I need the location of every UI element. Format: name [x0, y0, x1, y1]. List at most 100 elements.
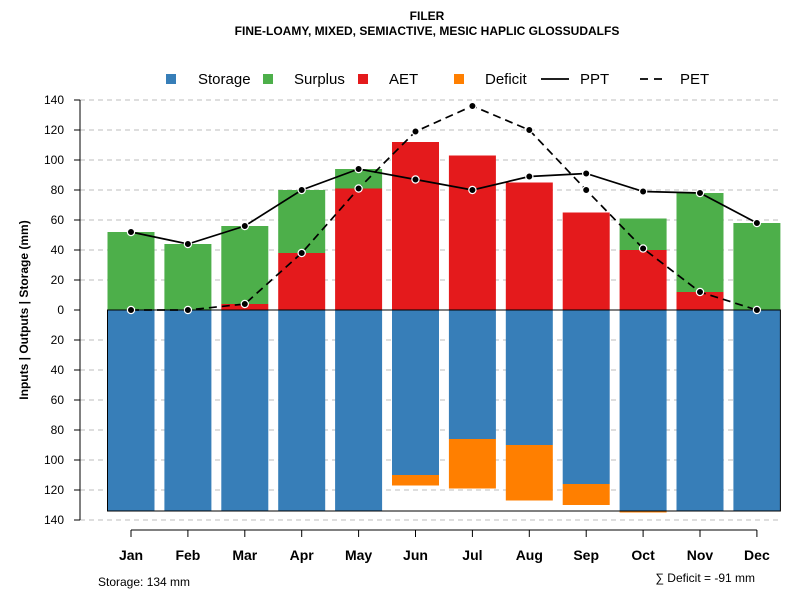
aet-bar-may [335, 188, 383, 310]
storage-bar-oct [619, 310, 667, 511]
aet-bar-jun [392, 142, 439, 310]
storage-bar-mar [221, 310, 269, 511]
legend-label-storage: Storage [198, 71, 251, 88]
pet-point-dec [752, 305, 762, 315]
y-tick-label-4: 60 [51, 213, 65, 227]
surplus-bar-jan [107, 232, 155, 310]
ppt-line [130, 168, 758, 245]
x-tick-label-mar: Mar [232, 547, 257, 563]
x-tick-label-jul: Jul [462, 547, 482, 563]
deficit-bar-aug [505, 445, 553, 501]
ppt-point-nov [695, 188, 705, 198]
pet-point-jun [411, 127, 420, 136]
storage-bar-nov [676, 310, 724, 511]
x-tick-label-apr: Apr [290, 547, 315, 563]
aet-bar-aug [505, 182, 553, 310]
y-axis-label: Inputs | Outputs | Storage (mm) [17, 220, 31, 399]
y-axis: 140 120 100 80 60 40 20 0 20 40 60 80 100 120 140 [44, 93, 81, 527]
storage-bar-sep [562, 310, 610, 484]
aet-bar-jul [448, 155, 496, 310]
ppt-point-mar [240, 221, 249, 231]
deficit-bar-jun [392, 475, 439, 486]
legend-swatch-deficit [454, 74, 464, 84]
y-tick-label-2: 100 [44, 153, 64, 167]
x-tick-label-jan: Jan [119, 547, 143, 563]
surplus-bar-feb [164, 244, 212, 310]
series-points [126, 101, 762, 315]
ppt-point-sep [582, 169, 591, 178]
storage-bar-aug [505, 310, 553, 445]
legend-label-ppt: PPT [580, 71, 609, 88]
legend-label-pet: PET [680, 71, 709, 88]
ppt-point-feb [183, 239, 193, 249]
legend-swatch-surplus [263, 74, 273, 84]
y-tick-label-13: 120 [44, 483, 64, 497]
storage-footer: Storage: 134 mm [98, 575, 190, 589]
ppt-point-aug [525, 172, 534, 181]
pet-line [131, 105, 758, 311]
pet-point-nov [695, 287, 705, 297]
deficit-bar-oct [619, 511, 667, 513]
pet-point-apr [297, 248, 306, 258]
storage-bar-may [335, 310, 383, 511]
ppt-point-jun [411, 175, 420, 184]
legend-label-surplus: Surplus [294, 71, 345, 88]
x-tick-label-aug: Aug [516, 547, 543, 563]
ppt-point-jul [468, 185, 477, 195]
y-tick-label-1: 120 [44, 123, 64, 137]
ppt-point-jan [126, 227, 136, 237]
y-tick-label-7: 0 [57, 303, 64, 317]
storage-bar-dec [733, 310, 781, 511]
deficit-bar-jul [448, 439, 496, 489]
deficit-bar-sep [562, 484, 610, 505]
aet-bar-apr [278, 253, 326, 310]
x-tick-label-feb: Feb [175, 547, 200, 563]
y-tick-label-10: 60 [51, 393, 65, 407]
storage-bar-feb [164, 310, 212, 511]
pet-point-may [354, 184, 363, 193]
pet-point-oct [638, 244, 648, 253]
y-tick-label-11: 80 [51, 423, 65, 437]
storage-bar-jul [448, 310, 496, 439]
surplus-bar-dec [733, 223, 781, 310]
aet-bar-oct [619, 250, 667, 310]
pet-point-aug [525, 125, 534, 135]
x-tick-label-nov: Nov [687, 547, 714, 563]
bars [107, 142, 781, 513]
x-tick-label-oct: Oct [631, 547, 655, 563]
deficit-footer: ∑ Deficit = -91 mm [655, 571, 755, 585]
legend-label-aet: AET [389, 71, 418, 88]
y-tick-label-3: 80 [51, 183, 65, 197]
y-tick-label-14: 140 [44, 513, 64, 527]
pet-point-mar [240, 299, 249, 309]
legend-label-deficit: Deficit [485, 71, 528, 88]
ppt-point-may [354, 164, 363, 174]
y-tick-label-12: 100 [44, 453, 64, 467]
x-tick-label-dec: Dec [744, 547, 770, 563]
y-tick-label-0: 140 [44, 93, 64, 107]
storage-capacity-box [107, 309, 781, 512]
y-tick-label-6: 20 [51, 273, 65, 287]
aet-bar-sep [562, 212, 610, 310]
chart-title: FILER [410, 9, 445, 23]
x-tick-label-sep: Sep [573, 547, 599, 563]
storage-bar-jan [107, 310, 155, 511]
legend-swatch-aet [358, 74, 368, 84]
y-tick-label-5: 40 [51, 243, 65, 257]
legend: Storage Surplus AET Deficit PPT PET [166, 71, 709, 88]
x-axis: Jan Feb Mar Apr May Jun Jul Aug Sep Oct Nov Dec [119, 529, 770, 563]
surplus-bar-mar [221, 226, 269, 304]
pet-point-jul [468, 101, 477, 111]
legend-swatch-storage [166, 74, 176, 84]
storage-bar-apr [278, 310, 326, 511]
pet-point-feb [183, 305, 193, 315]
x-tick-label-may: May [345, 547, 372, 563]
pet-point-jan [126, 305, 136, 315]
series-lines [130, 105, 758, 311]
pet-point-sep [582, 185, 591, 195]
x-tick-label-jun: Jun [403, 547, 428, 563]
ppt-point-dec [752, 218, 762, 228]
storage-bar-jun [392, 310, 439, 475]
chart-subtitle: FINE-LOAMY, MIXED, SEMIACTIVE, MESIC HAP… [235, 24, 620, 38]
